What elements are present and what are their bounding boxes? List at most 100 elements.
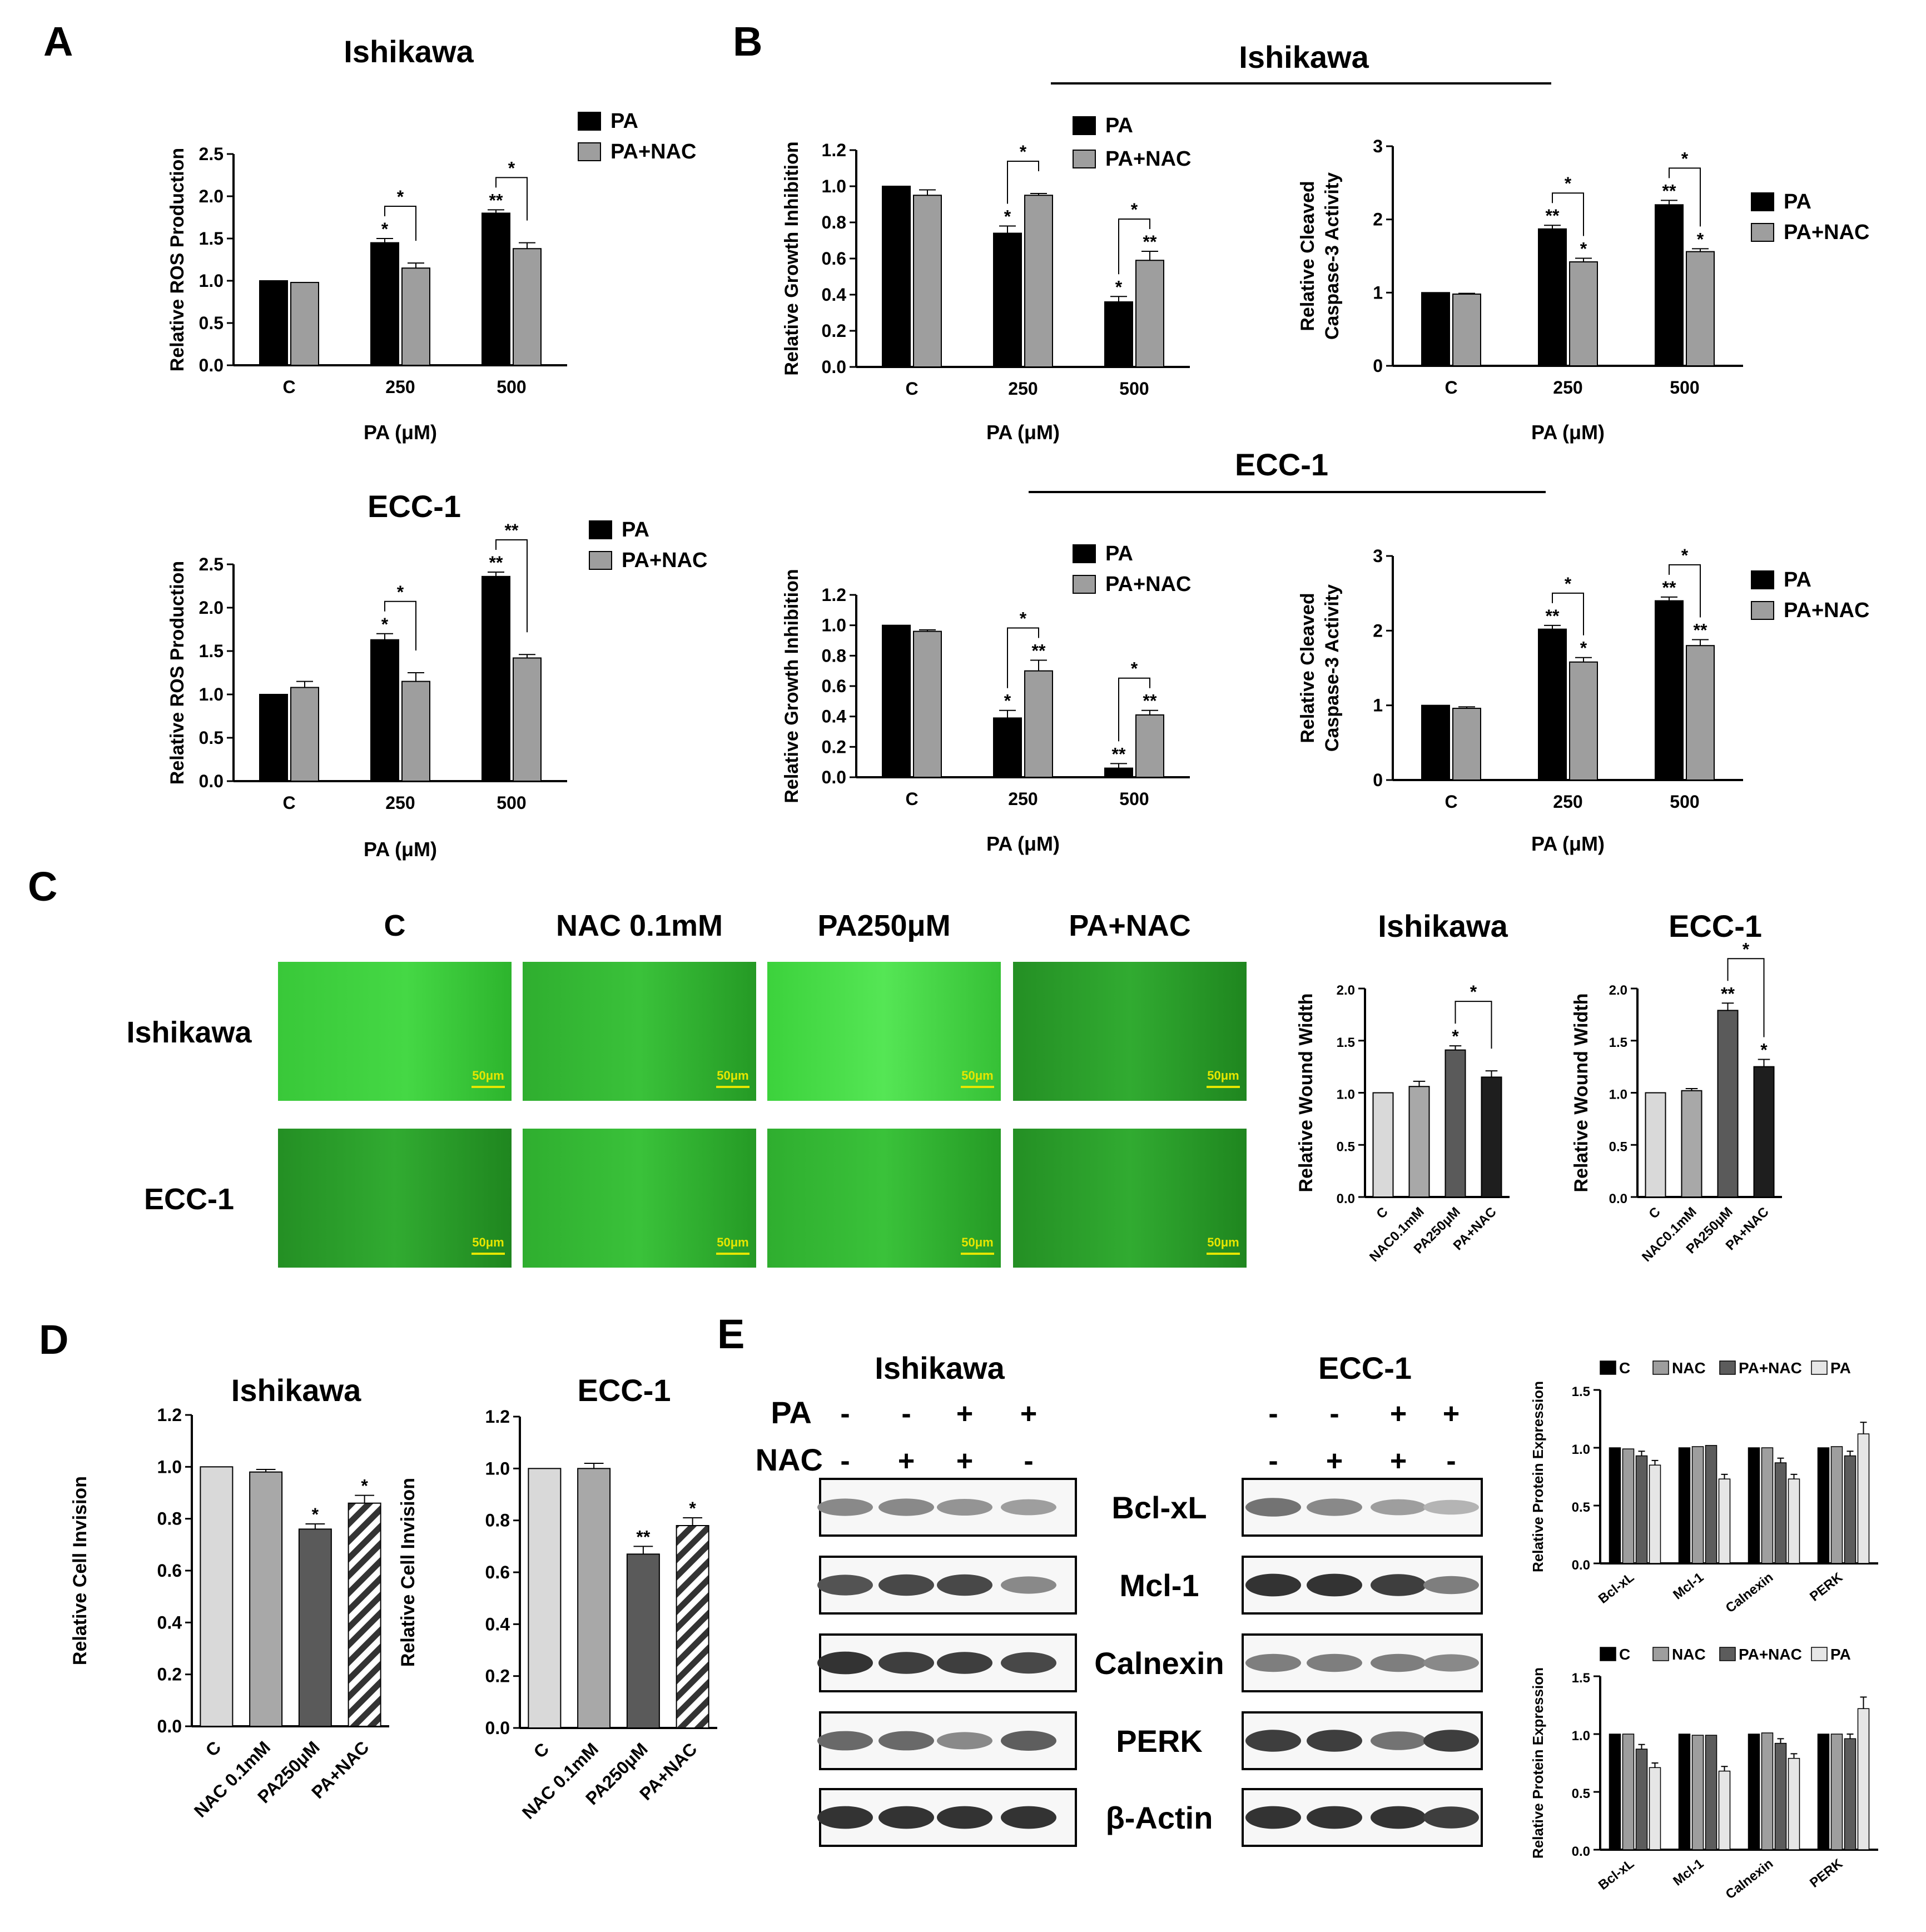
bar bbox=[1452, 293, 1481, 367]
legend-swatch bbox=[1073, 544, 1096, 563]
bar bbox=[298, 1528, 332, 1727]
y-tick-label: 1.0 bbox=[1572, 1442, 1590, 1457]
y-tick-label: 0.5 bbox=[1337, 1139, 1355, 1154]
y-axis-label-line: Caspase-3 Activity bbox=[1322, 172, 1343, 340]
x-tick-label: 250 bbox=[385, 793, 415, 813]
x-tick-label: NAC 0.1mM bbox=[190, 1737, 274, 1821]
significance-mark: ** bbox=[1143, 232, 1157, 252]
y-tick-label: 2.0 bbox=[199, 186, 224, 206]
bar bbox=[1538, 228, 1567, 366]
bar bbox=[1691, 1446, 1704, 1564]
legend-label: PA bbox=[1784, 568, 1811, 592]
pa-sign: - bbox=[1329, 1398, 1339, 1430]
y-tick-label: 0.0 bbox=[199, 771, 224, 791]
y-axis-label: Relative Cleaved Caspase-3 Activity bbox=[1297, 172, 1343, 340]
bar bbox=[259, 694, 288, 782]
y-tick-label: 0.6 bbox=[485, 1562, 510, 1582]
significance-mark: ** bbox=[1112, 744, 1126, 764]
legend-swatch bbox=[1652, 1360, 1669, 1375]
bar bbox=[1421, 292, 1450, 366]
bracket-label: * bbox=[1743, 939, 1750, 959]
legend-label: PA+NAC bbox=[1105, 147, 1192, 171]
x-tick-label: 250 bbox=[1008, 789, 1038, 809]
bracket-label: * bbox=[1565, 574, 1572, 594]
y-tick-label: 0.5 bbox=[1609, 1139, 1627, 1154]
scale-bar-label: 50μm bbox=[717, 1069, 749, 1082]
significance-mark: ** bbox=[1143, 691, 1157, 711]
significance-bracket bbox=[384, 600, 416, 650]
panel-a-title-ecc1: ECC-1 bbox=[368, 489, 461, 524]
bar bbox=[1135, 714, 1164, 778]
bar bbox=[1718, 1478, 1731, 1564]
y-axis-label-line: Relative Wound Width bbox=[1571, 994, 1592, 1193]
significance-mark: ** bbox=[636, 1527, 650, 1547]
y-tick-label: 2.5 bbox=[199, 144, 224, 164]
blot-band bbox=[878, 1498, 934, 1516]
bracket-label: * bbox=[1681, 545, 1689, 565]
significance-mark: ** bbox=[489, 553, 503, 573]
bracket-label: * bbox=[508, 158, 515, 178]
y-tick-label: 0.4 bbox=[157, 1612, 182, 1632]
bar bbox=[1817, 1734, 1830, 1850]
y-axis-label: Relative Protein Expression bbox=[1530, 1667, 1546, 1859]
micrograph-column-label: PA250μM bbox=[817, 909, 950, 942]
scale-bar-label: 50μm bbox=[1207, 1235, 1239, 1249]
x-tick-label: C bbox=[202, 1737, 225, 1760]
bar bbox=[1655, 600, 1684, 781]
y-axis-label: Relative Cell Invision bbox=[70, 1476, 91, 1665]
bar bbox=[1622, 1448, 1635, 1564]
bar bbox=[1717, 1010, 1739, 1198]
x-tick-label: Bcl-xL bbox=[1596, 1856, 1637, 1893]
panel-a-title-ishikawa: Ishikawa bbox=[344, 34, 474, 69]
chart-title: ECC-1 bbox=[1669, 908, 1762, 943]
significance-mark: * bbox=[361, 1476, 368, 1496]
bar bbox=[481, 212, 510, 366]
legend-swatch bbox=[1600, 1360, 1616, 1375]
legend-swatch bbox=[589, 551, 612, 570]
bar bbox=[1844, 1455, 1856, 1564]
bracket-label: * bbox=[397, 582, 404, 602]
bar bbox=[259, 280, 288, 366]
y-axis-label-line: Relative Wound Width bbox=[1295, 994, 1317, 1193]
y-tick-label: 0.2 bbox=[485, 1666, 510, 1686]
blot-band bbox=[878, 1806, 934, 1829]
bar bbox=[1481, 1076, 1502, 1198]
bar bbox=[249, 1471, 283, 1727]
y-tick-label: 0.0 bbox=[485, 1718, 510, 1738]
y-tick-label: 0.0 bbox=[199, 355, 224, 375]
y-tick-label: 2.5 bbox=[199, 554, 224, 574]
y-tick-label: 1.2 bbox=[485, 1407, 510, 1427]
micrograph-row-label: ECC-1 bbox=[144, 1183, 234, 1216]
wound-micrograph bbox=[278, 1129, 512, 1268]
micrograph-column-label: PA+NAC bbox=[1069, 909, 1191, 942]
y-axis-label-line: Relative Protein Expression bbox=[1530, 1667, 1546, 1859]
chart-title: ECC-1 bbox=[577, 1373, 671, 1408]
nac-sign: - bbox=[1024, 1445, 1033, 1477]
panel-letter-b: B bbox=[733, 18, 762, 64]
micrograph-column-label: NAC 0.1mM bbox=[556, 909, 723, 942]
legend-swatch bbox=[1811, 1360, 1828, 1375]
bar bbox=[1753, 1066, 1775, 1198]
blot-band bbox=[1001, 1499, 1056, 1516]
chart-title: Ishikawa bbox=[231, 1373, 361, 1408]
legend-swatch bbox=[1652, 1647, 1669, 1661]
significance-mark: ** bbox=[1546, 206, 1560, 226]
y-tick-label: 1.5 bbox=[199, 229, 224, 249]
y-tick-label: 1.0 bbox=[822, 176, 846, 196]
bar bbox=[1686, 645, 1715, 781]
significance-mark: ** bbox=[1662, 578, 1676, 598]
bar bbox=[1649, 1767, 1661, 1850]
x-axis-label: PA (μM) bbox=[364, 838, 437, 861]
blot-band bbox=[1245, 1806, 1301, 1829]
chart-b-ishikawa-caspase: 0 1 2 3 Relative Cleaved Caspase-3 Activity PA… bbox=[1297, 136, 1870, 444]
legend-label: PA+NAC bbox=[610, 140, 697, 163]
y-tick-label: 2.0 bbox=[1609, 983, 1627, 998]
blot-band bbox=[1307, 1730, 1362, 1752]
pa-sign: - bbox=[1268, 1398, 1278, 1430]
legend-label: NAC bbox=[1672, 1359, 1706, 1377]
y-tick-label: 0.4 bbox=[822, 707, 847, 727]
y-tick-label: 0.5 bbox=[1572, 1500, 1590, 1515]
legend-swatch bbox=[1751, 570, 1774, 589]
significance-bracket bbox=[384, 206, 416, 241]
